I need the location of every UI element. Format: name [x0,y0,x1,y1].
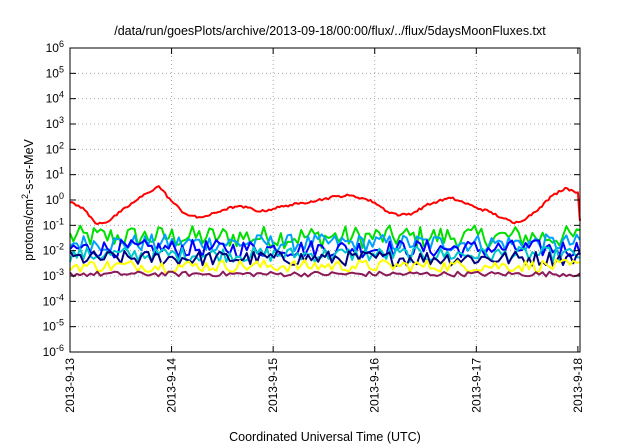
x-tick-labels: 2013-9-13 2013-9-14 2013-9-15 2013-9-16 2013… [63,358,585,413]
series-line [69,246,581,264]
y-tick-label: 105 [46,64,64,80]
x-tick-label: 2013-9-16 [368,358,382,413]
y-tick-label: 10-2 [43,242,64,258]
x-tick-label: 2013-9-18 [571,358,585,413]
series-line [69,224,581,250]
y-tick-label: 106 [46,39,64,55]
x-tick-label: 2013-9-13 [63,358,77,413]
ticks [69,47,580,353]
y-tick-label: 10-4 [43,292,64,308]
y-tick-label: 101 [46,166,64,182]
series-line [69,270,581,278]
y-tick-labels: 10-6 10-5 10-4 10-3 10-2 10-1 100 101 102 103 104 1… [43,39,64,359]
x-axis-title: Coordinated Universal Time (UTC) [229,430,421,444]
y-tick-label: 10-6 [43,343,64,359]
y-tick-label: 10-1 [43,216,64,232]
y-tick-label: 10-3 [43,267,64,283]
x-tick-label: 2013-9-17 [469,358,483,413]
series-layer [69,185,581,278]
y-tick-label: 103 [46,115,64,131]
grid [70,48,580,352]
x-tick-label: 2013-9-14 [165,358,179,413]
y-tick-label: 100 [46,191,64,207]
y-axis-title: protons/cm2-s-sr-MeV [20,138,36,260]
y-tick-label: 104 [46,90,64,106]
series-line [69,185,581,226]
y-tick-label: 102 [46,140,64,156]
series-line [69,258,581,274]
y-tick-label: 10-5 [43,318,64,334]
chart-title: /data/run/goesPlots/archive/2013-09-18/0… [114,24,546,38]
x-tick-label: 2013-9-15 [266,358,280,413]
